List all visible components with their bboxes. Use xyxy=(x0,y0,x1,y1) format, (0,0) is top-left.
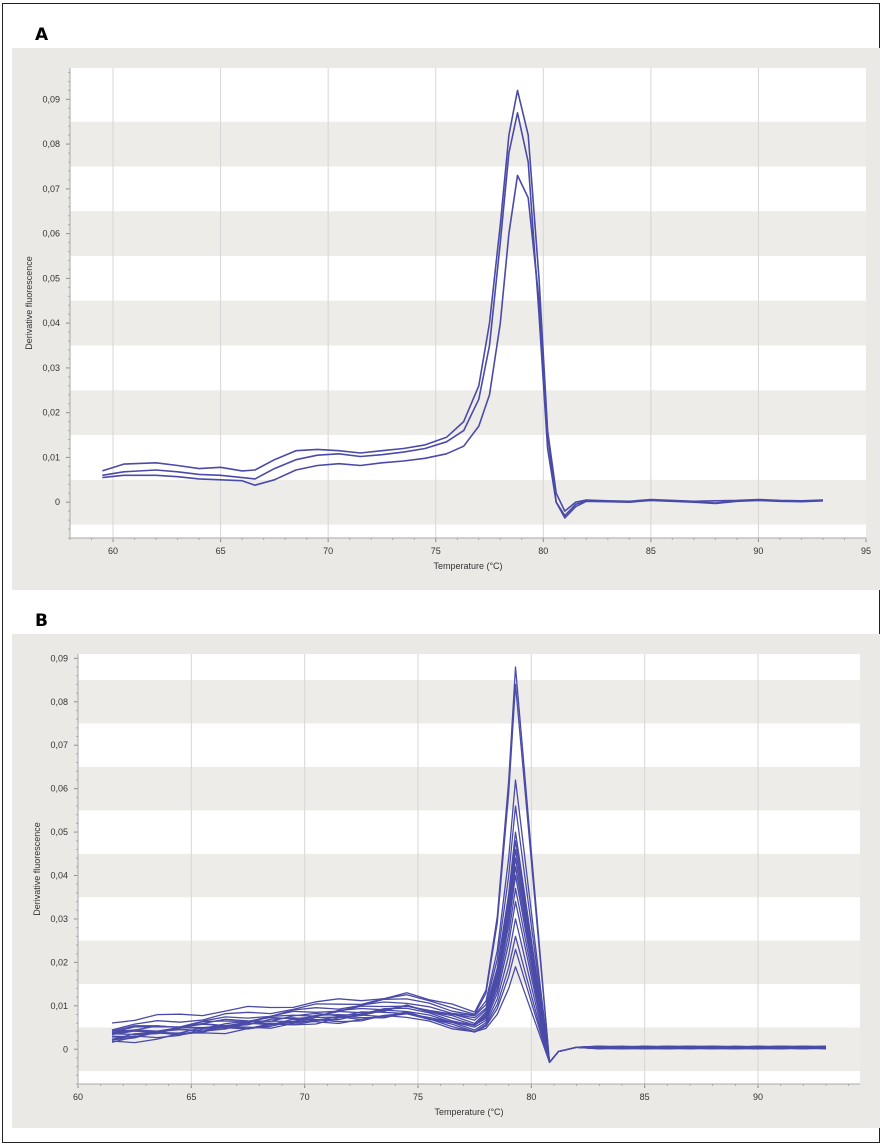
y-tick-label: 0,07 xyxy=(50,740,68,750)
y-tick-label: 0,06 xyxy=(42,229,60,239)
chart-b: 0 0,01 0,02 0,03 0,04 0,05 0,06 0,07 0,08 0,09 60 6… xyxy=(12,634,880,1128)
grid-band xyxy=(78,680,860,724)
x-axis-label: Temperature (°C) xyxy=(434,1107,503,1117)
y-tick-label: 0,01 xyxy=(50,1001,68,1011)
x-tick-label: 80 xyxy=(526,1092,536,1102)
y-tick-label: 0,05 xyxy=(42,273,60,283)
x-tick-label: 85 xyxy=(646,546,656,556)
x-tick-label: 60 xyxy=(73,1092,83,1102)
panel-label-a: A xyxy=(35,25,49,45)
y-tick-label: 0,05 xyxy=(50,827,68,837)
grid-band xyxy=(70,300,866,346)
y-axis-label: Derivative fluorescence xyxy=(24,256,34,350)
y-tick-label: 0,01 xyxy=(42,452,60,462)
grid-band xyxy=(70,211,866,256)
x-tick-label: 75 xyxy=(413,1092,423,1102)
x-tick-label: 70 xyxy=(323,546,333,556)
x-tick-label: 65 xyxy=(186,1092,196,1102)
x-tick-label: 95 xyxy=(861,546,871,556)
y-axis-label: Derivative fluorescence xyxy=(32,822,42,916)
grid-band xyxy=(70,121,866,167)
y-tick-label: 0 xyxy=(63,1044,68,1054)
panel-label-b: B xyxy=(35,611,48,631)
grid-band xyxy=(78,853,860,898)
x-tick-label: 90 xyxy=(753,546,763,556)
x-tick-label: 90 xyxy=(753,1092,763,1102)
y-tick-label: 0,03 xyxy=(50,914,68,924)
y-tick-label: 0,06 xyxy=(50,784,68,794)
x-tick-label: 60 xyxy=(108,546,118,556)
grid-band xyxy=(78,940,860,985)
chart-a: 0 0,01 0,02 0,03 0,04 0,05 0,06 0,07 0,08 0,09 60 6… xyxy=(12,48,880,590)
x-tick-label: 70 xyxy=(300,1092,310,1102)
x-tick-label: 85 xyxy=(640,1092,650,1102)
y-tick-label: 0 xyxy=(55,497,60,507)
y-tick-label: 0,04 xyxy=(42,318,60,328)
y-tick-label: 0,02 xyxy=(42,408,60,418)
series-line-16 xyxy=(111,966,827,1063)
y-tick-label: 0,04 xyxy=(50,871,68,881)
grid-band xyxy=(78,766,860,811)
grid-band xyxy=(78,1027,860,1071)
y-tick-label: 0,08 xyxy=(50,697,68,707)
grid-band xyxy=(70,479,866,525)
y-tick-label: 0,02 xyxy=(50,957,68,967)
x-tick-label: 80 xyxy=(538,546,548,556)
series-line-3 xyxy=(102,174,824,519)
y-tick-label: 0,09 xyxy=(42,94,60,104)
x-tick-label: 65 xyxy=(216,546,226,556)
x-axis-label: Temperature (°C) xyxy=(433,561,502,571)
y-tick-label: 0,08 xyxy=(42,139,60,149)
x-tick-label: 75 xyxy=(431,546,441,556)
y-tick-label: 0,03 xyxy=(42,363,60,373)
y-tick-label: 0,07 xyxy=(42,184,60,194)
y-tick-label: 0,09 xyxy=(50,653,68,663)
series-line-13 xyxy=(111,918,827,1063)
